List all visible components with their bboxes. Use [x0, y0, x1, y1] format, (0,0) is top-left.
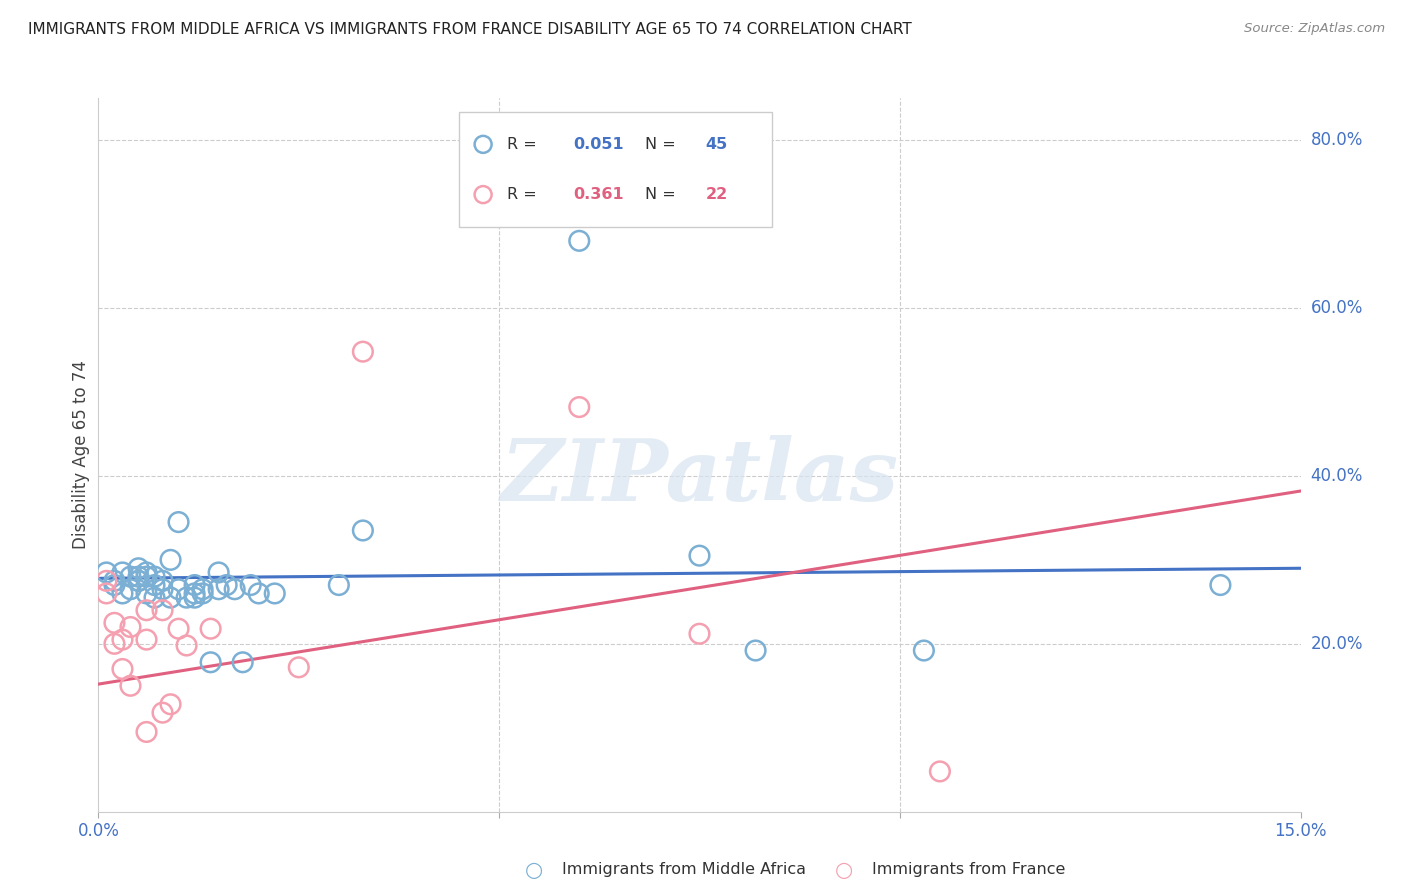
- Point: [96, 586, 118, 600]
- Point: [912, 643, 935, 657]
- Text: 80.0%: 80.0%: [1310, 131, 1362, 149]
- Point: [352, 524, 374, 538]
- Point: [215, 578, 238, 592]
- Text: ○: ○: [835, 860, 852, 880]
- Point: [120, 569, 142, 583]
- Point: [167, 582, 190, 597]
- Text: 22: 22: [706, 187, 728, 202]
- Point: [247, 586, 270, 600]
- Point: [111, 586, 134, 600]
- Point: [183, 591, 205, 605]
- Point: [143, 591, 166, 605]
- Text: 20.0%: 20.0%: [1310, 635, 1362, 653]
- Point: [128, 574, 150, 588]
- Point: [159, 591, 181, 605]
- Text: 40.0%: 40.0%: [1310, 467, 1362, 485]
- Point: [135, 569, 157, 583]
- Point: [568, 234, 591, 248]
- Point: [135, 603, 157, 617]
- Point: [159, 553, 181, 567]
- Point: [152, 574, 174, 588]
- Text: 60.0%: 60.0%: [1310, 299, 1362, 317]
- Point: [208, 582, 231, 597]
- Point: [232, 655, 254, 669]
- Point: [135, 725, 157, 739]
- Text: 0.051: 0.051: [574, 136, 624, 152]
- Point: [328, 578, 350, 592]
- Point: [120, 679, 142, 693]
- Point: [167, 515, 190, 529]
- Point: [96, 574, 118, 588]
- Point: [183, 578, 205, 592]
- Point: [128, 574, 150, 588]
- Point: [111, 662, 134, 676]
- Point: [152, 582, 174, 597]
- Point: [143, 578, 166, 592]
- Text: Immigrants from France: Immigrants from France: [872, 863, 1066, 877]
- Point: [152, 706, 174, 720]
- Point: [111, 566, 134, 580]
- Point: [159, 698, 181, 712]
- Point: [568, 400, 591, 414]
- Point: [152, 603, 174, 617]
- Point: [103, 637, 125, 651]
- Point: [135, 586, 157, 600]
- Text: R =: R =: [508, 136, 543, 152]
- Point: [288, 660, 311, 674]
- Point: [263, 586, 285, 600]
- Point: [239, 578, 262, 592]
- Point: [167, 622, 190, 636]
- Point: [128, 561, 150, 575]
- Point: [929, 764, 952, 779]
- Text: 45: 45: [706, 136, 728, 152]
- Text: R =: R =: [508, 187, 543, 202]
- Point: [143, 569, 166, 583]
- Point: [135, 632, 157, 647]
- Point: [191, 586, 214, 600]
- FancyBboxPatch shape: [458, 112, 772, 227]
- Point: [111, 632, 134, 647]
- Text: 0.361: 0.361: [574, 187, 624, 202]
- Point: [103, 574, 125, 588]
- Point: [176, 639, 198, 653]
- Point: [191, 582, 214, 597]
- Point: [224, 582, 246, 597]
- Point: [688, 626, 710, 640]
- Point: [744, 643, 766, 657]
- Text: IMMIGRANTS FROM MIDDLE AFRICA VS IMMIGRANTS FROM FRANCE DISABILITY AGE 65 TO 74 : IMMIGRANTS FROM MIDDLE AFRICA VS IMMIGRA…: [28, 22, 912, 37]
- Text: ○: ○: [526, 860, 543, 880]
- Text: N =: N =: [645, 136, 682, 152]
- Text: Source: ZipAtlas.com: Source: ZipAtlas.com: [1244, 22, 1385, 36]
- Point: [352, 344, 374, 359]
- Point: [96, 566, 118, 580]
- Point: [183, 586, 205, 600]
- Point: [120, 620, 142, 634]
- Y-axis label: Disability Age 65 to 74: Disability Age 65 to 74: [72, 360, 90, 549]
- Point: [688, 549, 710, 563]
- Point: [200, 655, 222, 669]
- Text: ZIPatlas: ZIPatlas: [501, 434, 898, 518]
- Point: [120, 582, 142, 597]
- Point: [103, 578, 125, 592]
- Text: Immigrants from Middle Africa: Immigrants from Middle Africa: [562, 863, 807, 877]
- Point: [103, 615, 125, 630]
- Point: [1209, 578, 1232, 592]
- Point: [176, 591, 198, 605]
- Point: [208, 566, 231, 580]
- Point: [135, 566, 157, 580]
- Text: N =: N =: [645, 187, 682, 202]
- Point: [128, 569, 150, 583]
- Point: [200, 622, 222, 636]
